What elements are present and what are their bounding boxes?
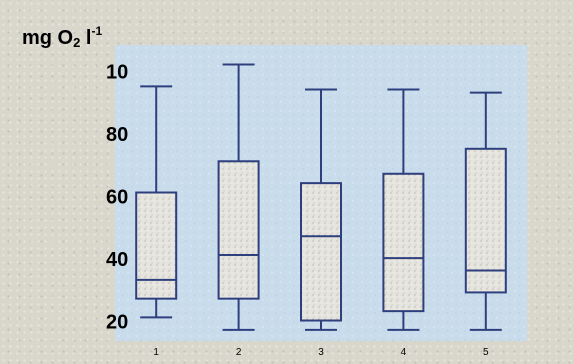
y-axis-label: mg O2 l-1 — [22, 24, 102, 50]
x-tick-label: 3 — [318, 347, 324, 358]
y-tick-label: 20 — [106, 312, 128, 334]
box-1 — [135, 85, 178, 319]
box-2 — [217, 63, 260, 331]
y-tick-label: 10 — [106, 62, 128, 84]
x-tick-label: 5 — [483, 347, 489, 358]
x-tick-label: 1 — [153, 347, 159, 358]
y-tick-label: 80 — [106, 124, 128, 146]
box-iqr — [464, 147, 507, 294]
box-5 — [464, 91, 507, 331]
box-iqr — [217, 160, 260, 300]
box-3 — [300, 88, 342, 331]
x-tick-label: 2 — [236, 347, 242, 358]
y-axis-label-unit: l — [80, 27, 92, 49]
y-axis-label-superscript: -1 — [91, 24, 103, 38]
box-iqr — [300, 182, 342, 322]
y-tick-label: 60 — [106, 187, 128, 209]
y-tick-label: 40 — [106, 249, 128, 271]
y-axis-label-subscript: 2 — [73, 35, 81, 50]
box-iqr — [135, 191, 178, 300]
y-axis-label-main: mg O — [22, 27, 74, 49]
box-4 — [382, 88, 425, 331]
x-tick-label: 4 — [401, 347, 407, 358]
box-iqr — [382, 172, 425, 313]
